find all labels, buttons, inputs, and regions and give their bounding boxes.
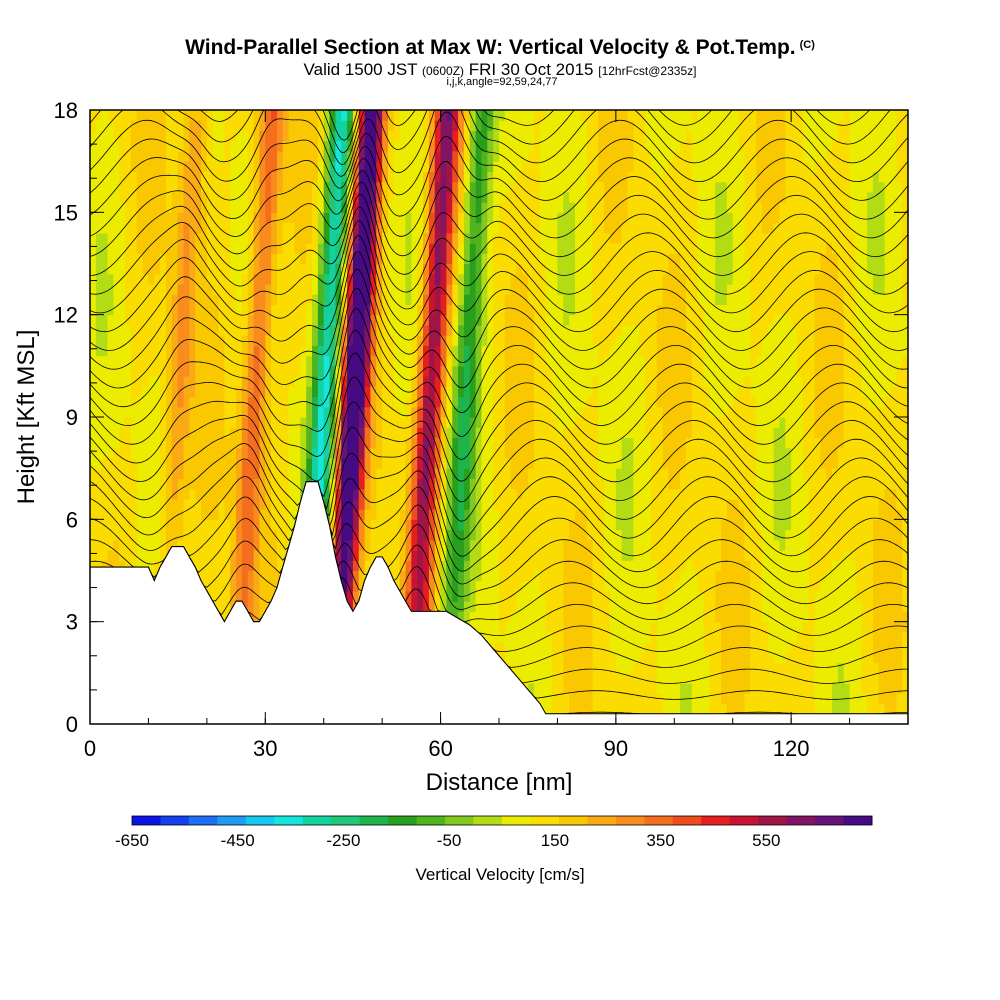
chart-subtitle-indices: i,j,k,angle=92,59,24,77: [446, 76, 558, 88]
y-tick-label: 12: [54, 303, 78, 328]
colorbar-frame: [131, 815, 873, 826]
y-tick-label: 0: [66, 712, 78, 737]
x-tick-label: 30: [253, 736, 277, 761]
colorbar-swatch: [615, 816, 645, 825]
y-tick-label: 15: [54, 200, 78, 225]
colorbar-swatch: [160, 816, 190, 825]
x-tick-label: 60: [428, 736, 452, 761]
colorbar-tick-label: -50: [437, 831, 462, 850]
colorbar-tick-label: 350: [646, 831, 674, 850]
colorbar-swatch: [843, 816, 873, 825]
colorbar-swatch: [245, 816, 275, 825]
chart-subtitle: Valid 1500 JST (0600Z) FRI 30 Oct 2015 […: [303, 60, 697, 79]
colorbar-swatch: [644, 816, 674, 825]
x-tick-label: 0: [84, 736, 96, 761]
colorbar-tick-label: -250: [326, 831, 360, 850]
colorbar-swatch: [729, 816, 759, 825]
y-axis-label: Height [Kft MSL]: [13, 330, 40, 505]
colorbar: -650 -450 -250 -50 150 350 550: [115, 815, 873, 850]
y-tick-label: 18: [54, 98, 78, 123]
terrain-mask: [89, 481, 909, 725]
colorbar-swatch: [416, 816, 446, 825]
colorbar-swatch: [473, 816, 503, 825]
colorbar-tick-label: 150: [541, 831, 569, 850]
colorbar-tick-label: -450: [221, 831, 255, 850]
colorbar-swatch: [359, 816, 389, 825]
colorbar-swatch: [274, 816, 304, 825]
colorbar-tick-label: 550: [752, 831, 780, 850]
colorbar-swatch: [815, 816, 845, 825]
y-tick-label: 9: [66, 405, 78, 430]
colorbar-swatch: [388, 816, 418, 825]
colorbar-swatch: [558, 816, 588, 825]
colorbar-swatch: [672, 816, 702, 825]
x-tick-label: 90: [604, 736, 628, 761]
colorbar-swatch: [331, 816, 361, 825]
colorbar-swatch: [530, 816, 560, 825]
colorbar-swatch: [445, 816, 475, 825]
axes: 0 30 60 90 120 0 3 6 9 12 15 18: [54, 98, 909, 761]
chart-title: Wind-Parallel Section at Max W: Vertical…: [185, 36, 815, 59]
x-tick-label: 120: [773, 736, 810, 761]
colorbar-swatch: [132, 816, 161, 825]
colorbar-tick-label: -650: [115, 831, 149, 850]
colorbar-swatch: [217, 816, 247, 825]
colorbar-swatch: [502, 816, 531, 825]
colorbar-label: Vertical Velocity [cm/s]: [415, 865, 584, 884]
x-axis-label: Distance [nm]: [426, 769, 573, 796]
colorbar-swatch: [188, 816, 218, 825]
colorbar-swatch: [701, 816, 731, 825]
colorbar-swatch: [302, 816, 332, 825]
colorbar-swatch: [786, 816, 816, 825]
colorbar-swatch: [758, 816, 788, 825]
y-tick-label: 6: [66, 507, 78, 532]
y-tick-label: 3: [66, 610, 78, 635]
colorbar-swatch: [587, 816, 617, 825]
